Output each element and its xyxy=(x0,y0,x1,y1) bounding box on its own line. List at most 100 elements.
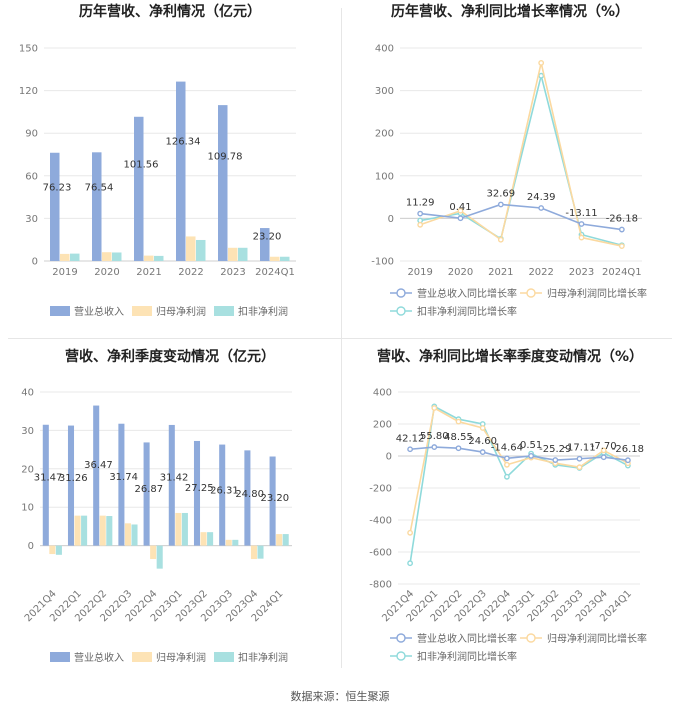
quarterly-amounts-legend-label: 营业总收入 xyxy=(74,651,124,664)
annual-amounts-data-label: 76.23 xyxy=(43,183,72,194)
quarterly-amounts-bar-1 xyxy=(118,423,125,546)
quarterly-amounts-bar-2 xyxy=(49,545,56,555)
quarterly-growth-point-1 xyxy=(455,445,462,452)
annual-amounts-legend-label: 扣非净利润 xyxy=(238,305,288,318)
quarterly-growth-point-1 xyxy=(407,446,413,453)
annual-amounts-bar-2 xyxy=(102,252,112,261)
annual-growth-point-1 xyxy=(578,221,585,227)
annual-amounts-bar-2 xyxy=(60,253,70,261)
annual-amounts-y-tick-label: 30 xyxy=(25,214,38,225)
annual-amounts-legend-swatch xyxy=(50,306,70,316)
annual-growth-point-2 xyxy=(578,234,585,241)
quarterly-amounts-data-label: 31.42 xyxy=(160,473,189,484)
annual-growth-point-2 xyxy=(538,60,545,66)
quarterly-growth-legend-marker xyxy=(526,633,536,643)
quarterly-growth-point-2 xyxy=(503,461,510,468)
quarterly-amounts-legend-label: 归母净利润 xyxy=(156,651,206,664)
annual-growth-point-1 xyxy=(618,226,625,233)
quarterly-amounts-data-label: 36.47 xyxy=(84,460,113,471)
annual-amounts-y-tick-label: 60 xyxy=(25,171,38,182)
quarterly-growth-data-label: -14.64 xyxy=(491,442,523,453)
quarterly-amounts-legend-swatch xyxy=(214,652,234,662)
quarterly-growth-series-line-2 xyxy=(409,406,629,533)
quarterly-amounts-bar-1 xyxy=(219,444,226,546)
annual-growth-legend-label: 归母净利润同比增长率 xyxy=(547,287,647,300)
annual-amounts-x-tick-label: 2020 xyxy=(94,267,119,278)
quarterly-growth-legend-marker xyxy=(396,633,406,643)
quarterly-amounts-y-tick-label: 40 xyxy=(21,388,34,399)
annual-amounts-data-label: 109.78 xyxy=(208,152,243,163)
annual-growth-x-tick-label: 2021 xyxy=(488,267,513,278)
annual-growth-y-tick-label: 200 xyxy=(375,129,394,140)
quarterly-amounts-bar-3 xyxy=(257,545,264,559)
quarterly-amounts-data-label: 23.20 xyxy=(261,493,290,504)
annual-growth-y-tick-label: 0 xyxy=(388,214,394,225)
annual-amounts-bar-2 xyxy=(144,255,154,261)
quarterly-amounts-bar-2 xyxy=(124,523,131,546)
annual-amounts-y-tick-label: 0 xyxy=(32,257,38,268)
quarterly-growth-point-1 xyxy=(528,453,534,459)
annual-growth-point-2 xyxy=(457,207,464,214)
quarterly-growth-point-1 xyxy=(576,455,583,462)
annual-growth-y-tick-label: 300 xyxy=(375,86,394,97)
quarterly-amounts-title: 营收、净利季度变动情况（亿元） xyxy=(65,348,275,365)
quarterly-amounts-bar-2 xyxy=(74,515,81,546)
annual-amounts-data-label: 101.56 xyxy=(124,159,159,170)
quarterly-growth-legend-marker xyxy=(396,651,406,661)
quarterly-growth-data-label: -17.11 xyxy=(563,443,595,454)
annual-growth-legend-label: 营业总收入同比增长率 xyxy=(417,287,517,300)
quarterly-amounts-legend-label: 扣非净利润 xyxy=(238,651,288,664)
annual-growth-x-tick-label: 2022 xyxy=(528,267,553,278)
annual-growth-x-tick-label: 2020 xyxy=(448,267,473,278)
quarterly-growth-series-line-1 xyxy=(410,446,628,461)
quarterly-growth-point-3 xyxy=(407,560,413,567)
annual-growth-point-2 xyxy=(618,243,625,249)
quarterly-amounts-bar-2 xyxy=(276,534,283,546)
annual-growth-legend-marker xyxy=(396,306,406,316)
annual-growth-chart: 历年营收、净利同比增长率情况（%） -100 0 100 200 300 400 2019 20… xyxy=(371,3,647,318)
annual-growth-point-3 xyxy=(538,72,545,79)
annual-amounts-bar-3 xyxy=(112,252,122,261)
annual-amounts-data-label: 126.34 xyxy=(166,136,201,147)
quarterly-growth-point-1 xyxy=(431,444,438,450)
annual-amounts-bar-1 xyxy=(134,116,144,262)
annual-amounts-data-label: 23.20 xyxy=(253,232,282,243)
annual-amounts-bar-3 xyxy=(154,255,164,261)
annual-growth-data-label: -13.11 xyxy=(565,208,597,219)
annual-growth-series-line-2 xyxy=(419,62,622,247)
annual-growth-point-1 xyxy=(457,215,464,222)
annual-amounts-y-tick-label: 90 xyxy=(25,129,38,140)
quarterly-growth-point-1 xyxy=(625,457,631,464)
quarterly-amounts-data-label: 26.31 xyxy=(210,485,239,496)
annual-growth-data-label: 11.29 xyxy=(406,198,435,209)
quarterly-amounts-bar-1 xyxy=(269,456,276,546)
quarterly-amounts-y-tick-label: 10 xyxy=(21,503,34,514)
annual-growth-y-tick-label: 100 xyxy=(375,171,394,182)
quarterly-amounts-legend-swatch xyxy=(50,652,70,662)
annual-amounts-y-tick-label: 150 xyxy=(19,44,38,55)
annual-growth-point-1 xyxy=(538,205,545,211)
quarterly-amounts-bar-3 xyxy=(282,534,289,546)
annual-amounts-bar-1 xyxy=(176,81,186,261)
quarterly-amounts-bar-3 xyxy=(55,545,62,555)
quarterly-growth-y-tick-label: 0 xyxy=(386,452,392,463)
quarterly-amounts-bar-2 xyxy=(250,545,257,560)
annual-amounts-legend-label: 营业总收入 xyxy=(74,305,124,318)
quarterly-amounts-bar-3 xyxy=(181,512,188,546)
annual-growth-legend-marker xyxy=(396,288,406,298)
annual-growth-x-tick-label: 2023 xyxy=(569,267,594,278)
quarterly-amounts-bar-1 xyxy=(93,405,100,546)
annual-growth-y-tick-label: 400 xyxy=(375,44,394,55)
annual-growth-data-label: 24.39 xyxy=(527,192,556,203)
annual-amounts-bar-1 xyxy=(218,105,228,261)
annual-amounts-bar-1 xyxy=(50,152,60,261)
quarterly-amounts-bar-1 xyxy=(67,425,75,546)
quarterly-amounts-bar-1 xyxy=(193,440,201,546)
annual-amounts-bar-3 xyxy=(70,253,80,261)
annual-amounts-bar-1 xyxy=(260,228,270,261)
annual-amounts-bar-3 xyxy=(196,239,206,261)
annual-growth-legend-label: 扣非净利润同比增长率 xyxy=(417,305,517,318)
annual-amounts-y-tick-label: 120 xyxy=(19,86,38,97)
quarterly-growth-legend-label: 营业总收入同比增长率 xyxy=(417,632,517,645)
annual-growth-point-2 xyxy=(417,221,424,228)
